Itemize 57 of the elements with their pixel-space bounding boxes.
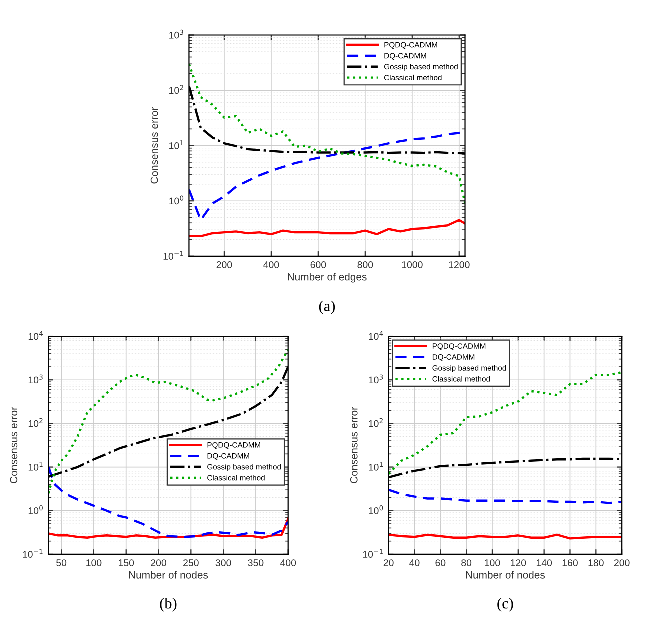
y-tick-label: 10$^{1}$ [28,462,43,471]
y-tick-label: 10$^{3}$ [28,374,43,384]
x-tick-label: 300 [216,560,232,566]
line-series [388,371,622,476]
x-tick-label: 80 [462,560,472,566]
x-tick-label: 200 [151,560,166,566]
y-tick-label: 10$^{2}$ [28,418,43,428]
y-axis-title: Consensus error [150,107,158,184]
y-tick-label: 10$^{4}$ [28,331,44,340]
y-tick-label: 10$^{3}$ [369,374,384,384]
y-tick-label: 10$^{3}$ [170,30,184,39]
y-axis-title: Consensus error [350,407,358,484]
x-tick-label: 20 [384,560,394,566]
x-tick-label: 400 [280,560,296,566]
x-tick-label: 1200 [449,262,470,268]
x-tick-label: 50 [56,560,67,566]
y-tick-label: 10$^{1}$ [369,462,383,471]
y-axis-title: Consensus error [10,407,18,484]
x-tick-label: 60 [436,560,446,566]
x-tick-label: 800 [358,262,374,268]
line-series [48,518,288,539]
line-series [48,466,288,538]
x-tick-label: 350 [248,560,264,566]
x-tick-label: 200 [614,560,630,566]
x-tick-label: 250 [184,560,199,566]
x-tick-label: 120 [511,560,526,566]
line-series [189,219,466,238]
y-tick-label: 10$^{0}$ [170,196,184,205]
x-axis-title: Number of edges [288,273,367,283]
x-tick-label: 40 [410,560,420,566]
x-tick-label: 1000 [402,262,423,268]
x-tick-label: 600 [310,262,326,268]
x-tick-label: 140 [536,560,552,566]
y-tick-label: 10$^{−1}$ [164,251,184,260]
y-tick-label: 10$^{0}$ [28,506,43,514]
x-axis-title: Number of nodes [129,571,208,579]
y-tick-label: 10$^{2}$ [170,85,184,94]
y-tick-label: 10$^{0}$ [369,506,384,514]
x-tick-label: 100 [485,560,500,566]
line-series [189,63,466,205]
x-tick-label: 160 [562,560,578,566]
line-series [388,488,622,504]
y-tick-label: 10$^{−1}$ [363,549,383,558]
x-axis-title: Number of nodes [466,571,546,579]
text: (a) [319,300,336,314]
y-tick-label: 10$^{2}$ [369,418,383,428]
x-tick-label: 200 [216,262,232,268]
x-tick-label: 400 [264,262,280,268]
y-tick-label: 10$^{4}$ [369,331,384,340]
x-tick-label: 100 [86,560,102,566]
x-tick-label: 150 [118,560,134,566]
x-tick-label: 180 [588,560,604,566]
y-tick-label: 10$^{−1}$ [23,549,43,558]
y-tick-label: 10$^{1}$ [170,140,184,150]
text: (c) [498,598,514,612]
line-series [48,348,288,495]
text: (b) [160,598,177,612]
